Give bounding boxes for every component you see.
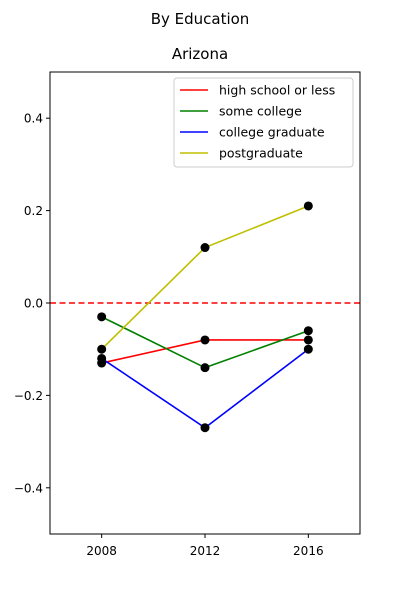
x-tick-label: 2012 (190, 544, 221, 558)
data-point (303, 326, 313, 336)
series-points (97, 201, 313, 433)
chart-suptitle: By Education (151, 10, 250, 28)
x-tick-label: 2008 (86, 544, 117, 558)
legend-label: high school or less (219, 83, 335, 98)
x-tick-label: 2016 (293, 544, 324, 558)
series-line-2 (101, 348, 309, 429)
y-tick-label: 0.0 (24, 297, 43, 311)
data-point (97, 353, 107, 363)
y-tick-label: 0.2 (24, 204, 43, 218)
y-tick-label: 0.4 (24, 112, 43, 126)
series-line-3 (101, 205, 309, 350)
data-point (97, 344, 107, 354)
legend-label: postgraduate (219, 146, 303, 161)
data-point (303, 335, 313, 345)
data-point (200, 363, 210, 373)
data-point (97, 312, 107, 322)
y-axis-ticks: −0.4 −0.2 0.0 0.2 0.4 (14, 112, 50, 495)
data-point (200, 243, 210, 253)
y-tick-label: −0.4 (14, 481, 43, 495)
data-point (200, 423, 210, 433)
chart-title: Arizona (172, 45, 228, 63)
data-point (303, 344, 313, 354)
legend-box (173, 77, 354, 168)
series-lines (101, 205, 309, 429)
legend: high school or less some college college g… (173, 77, 354, 168)
data-point (200, 335, 210, 345)
x-axis-ticks: 2008 2012 2016 (86, 534, 324, 558)
y-tick-label: −0.2 (14, 389, 43, 403)
data-point (303, 201, 313, 211)
plot-frame (49, 71, 361, 535)
legend-label: college graduate (219, 125, 325, 140)
legend-label: some college (219, 104, 302, 119)
